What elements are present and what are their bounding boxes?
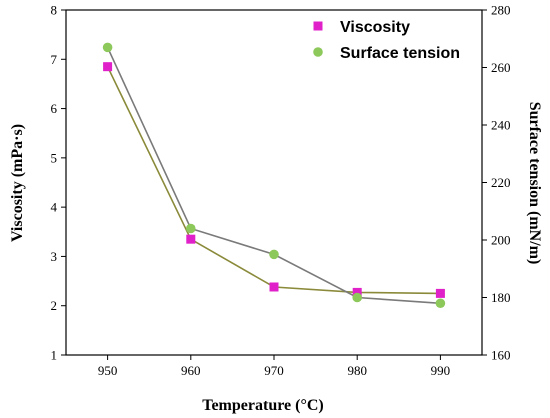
x-tick-label: 960 [181, 363, 201, 378]
left-y-tick-label: 5 [51, 150, 58, 165]
left-y-tick-label: 2 [51, 298, 58, 313]
x-tick-label: 950 [98, 363, 118, 378]
right-y-tick-label: 220 [491, 175, 511, 190]
data-point-square [269, 282, 279, 292]
data-point-square [435, 288, 445, 298]
right-y-tick-label: 280 [491, 3, 511, 18]
x-tick-label: 970 [264, 363, 284, 378]
legend-label: Surface tension [340, 45, 460, 62]
right-y-tick-label: 180 [491, 290, 511, 305]
data-point-square [186, 234, 196, 244]
x-tick-label: 990 [431, 363, 451, 378]
right-y-axis-ticks: 160 180 200 220 240 260 280 [482, 3, 511, 363]
left-y-tick-label: 1 [51, 348, 58, 363]
x-axis-title: Temperature (°C) [202, 397, 323, 414]
data-point-circle [186, 223, 196, 234]
x-axis-ticks: 950 960 970 980 990 [98, 355, 450, 378]
left-y-axis-title: Viscosity (mPa·s) [9, 124, 26, 242]
left-y-tick-label: 6 [51, 101, 58, 116]
right-y-tick-label: 240 [491, 118, 511, 133]
data-point-circle [269, 249, 279, 260]
series-lines [106, 47, 441, 305]
right-y-tick-label: 160 [491, 348, 511, 363]
data-point-square [103, 62, 113, 72]
legend-marker-circle [313, 47, 323, 57]
series-points [102, 42, 446, 309]
data-point-circle [102, 42, 113, 53]
right-y-axis-title: Surface tension (mN/m) [526, 102, 543, 265]
series-line-1 [106, 47, 441, 305]
x-tick-label: 980 [347, 363, 367, 378]
data-point-square [352, 287, 362, 297]
data-point-circle [435, 298, 446, 309]
legend-marker-square [313, 21, 323, 31]
right-y-tick-label: 260 [491, 60, 511, 75]
series-line-0 [106, 66, 441, 295]
legend-label: Viscosity [340, 19, 410, 36]
right-y-tick-label: 200 [491, 233, 511, 248]
data-point-circle [352, 292, 363, 303]
left-y-axis-ticks: 1 2 3 4 5 6 7 8 [51, 3, 66, 363]
left-y-tick-label: 4 [51, 200, 58, 215]
left-y-tick-label: 3 [51, 249, 58, 264]
legend: Viscosity Surface tension [313, 19, 460, 62]
left-y-tick-label: 7 [51, 52, 58, 67]
left-y-tick-label: 8 [51, 3, 58, 18]
